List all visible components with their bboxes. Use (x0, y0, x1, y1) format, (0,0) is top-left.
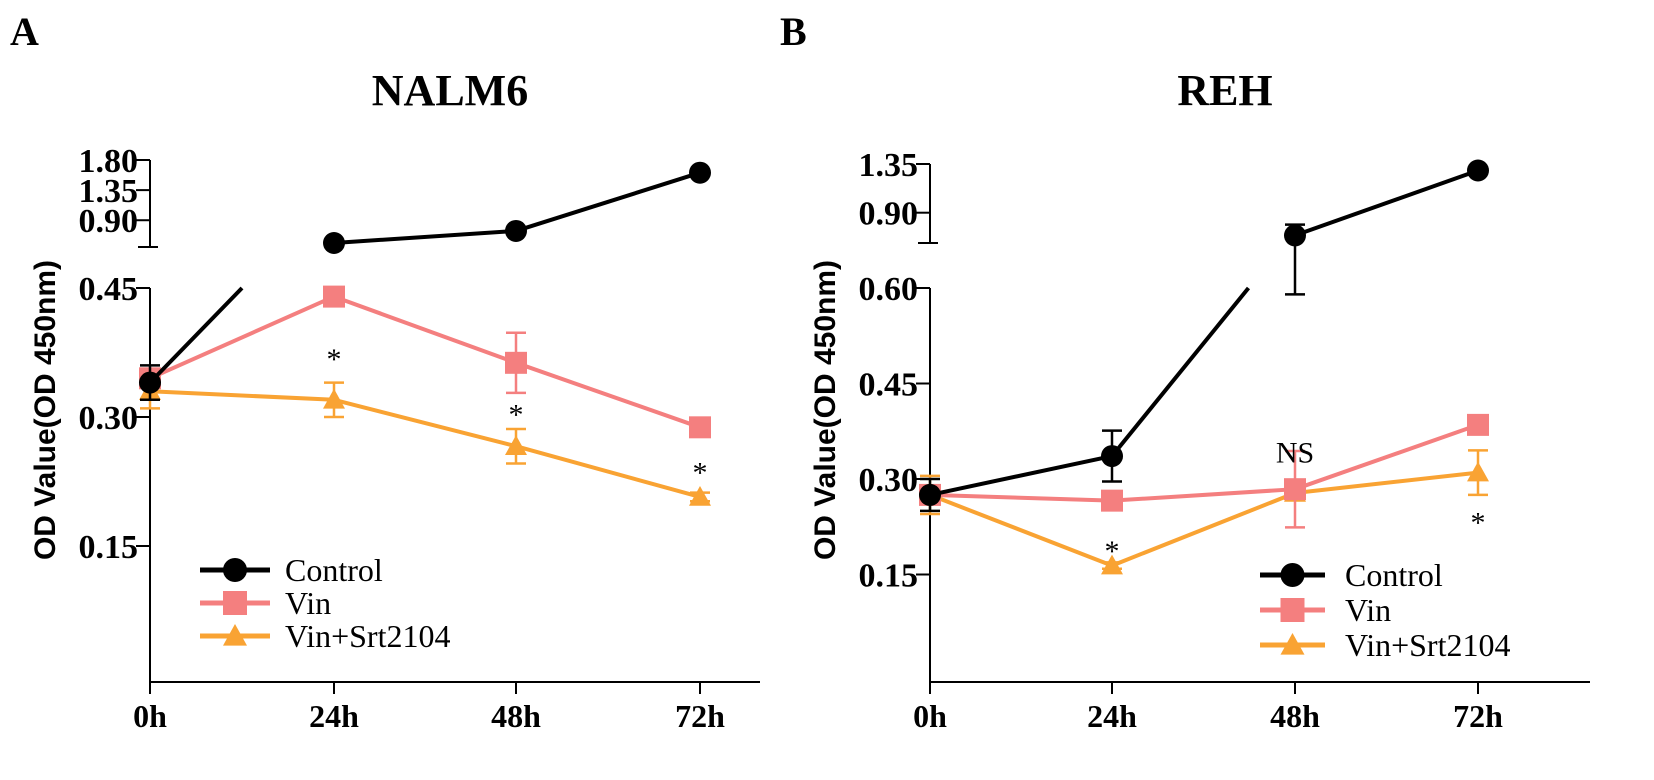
legend-label: Vin (285, 585, 331, 621)
data-point-square (689, 416, 711, 439)
significance-annotation: * (1105, 535, 1120, 568)
series-vin (919, 413, 1489, 529)
series-line (929, 454, 1113, 497)
series-vin (139, 285, 711, 439)
significance-annotation: * (327, 343, 342, 376)
data-point-circle (689, 161, 711, 184)
y-tick-label: 0.30 (859, 462, 919, 499)
legend-marker-circle (223, 558, 247, 582)
chart-title: NALM6 (372, 66, 528, 115)
legend-label: Vin+Srt2104 (285, 618, 450, 654)
series-line (929, 492, 1113, 503)
y-tick-label: 0.45 (79, 271, 139, 308)
x-tick-label: 24h (1087, 698, 1137, 734)
legend-marker-circle (1280, 563, 1305, 587)
y-tick-label: 1.80 (79, 143, 139, 180)
y-tick-label: 0.15 (859, 558, 919, 595)
data-point-circle (919, 483, 941, 506)
series-control (139, 161, 711, 402)
series-line (333, 228, 517, 245)
panel-a: A NALM6 OD Value(OD 450nm) 0.15 0.30 0.45 0.90… (10, 9, 760, 734)
y-tick-label: 0.90 (859, 196, 919, 233)
x-tick-label: 24h (309, 698, 359, 734)
series-line (515, 360, 701, 430)
x-tick-label: 48h (1270, 698, 1320, 734)
x-tick-label: 0h (913, 698, 947, 734)
y-tick-label: 0.90 (79, 203, 139, 240)
data-point-circle (505, 219, 527, 242)
y-tick-label: 1.35 (79, 173, 139, 210)
series-vin-srt2104 (139, 372, 711, 506)
legend-marker-triangle (1280, 633, 1305, 655)
series-control (919, 159, 1489, 513)
significance-annotation: NS (1276, 436, 1314, 469)
x-tick-label: 72h (675, 698, 725, 734)
series-line (1111, 491, 1296, 568)
data-point-square (1467, 413, 1489, 436)
data-point-circle (1101, 445, 1123, 468)
y-tick-label: 0.30 (79, 400, 139, 437)
series-line (149, 389, 335, 402)
data-point-triangle (505, 435, 527, 456)
panel-b: B REH OD Value(OD 450nm) 0.15 0.30 0.45 0.60 0.… (780, 9, 1590, 734)
data-point-square (323, 285, 345, 308)
data-point-triangle (689, 485, 711, 506)
legend-marker-square (223, 591, 247, 615)
x-tick-label: 0h (133, 698, 167, 734)
series-line (515, 444, 701, 499)
significance-annotation: * (509, 399, 524, 432)
series-line (1111, 487, 1296, 503)
series-line (1110, 286, 1251, 458)
data-point-circle (323, 231, 345, 254)
chart-title: REH (1177, 66, 1272, 115)
series-line (515, 170, 701, 233)
legend-marker-triangle (223, 624, 247, 646)
series-line (149, 294, 335, 381)
data-point-square (505, 351, 527, 374)
series-line (333, 397, 517, 449)
y-tick-label: 0.15 (79, 529, 139, 566)
data-point-square (1284, 478, 1306, 501)
y-tick-label: 0.45 (859, 367, 919, 404)
significance-annotation: * (1471, 506, 1486, 539)
y-axis-label: OD Value(OD 450nm) (809, 260, 842, 560)
y-tick-label: 0.60 (859, 271, 919, 308)
data-point-circle (1284, 224, 1306, 247)
panel-label: A (10, 9, 39, 54)
significance-annotation: * (693, 456, 708, 489)
series-line (333, 294, 517, 365)
series-line (929, 493, 1113, 568)
data-point-circle (1467, 159, 1489, 182)
data-point-triangle (1467, 461, 1489, 482)
legend-label: Vin+Srt2104 (1345, 627, 1510, 663)
x-tick-label: 72h (1453, 698, 1503, 734)
legend-label: Control (285, 552, 383, 588)
legend-marker-square (1280, 598, 1305, 622)
series-vin-srt2104 (919, 449, 1489, 575)
series-line (1294, 168, 1479, 238)
panel-label: B (780, 9, 807, 54)
x-tick-label: 48h (491, 698, 541, 734)
series-line (1294, 422, 1479, 492)
data-point-triangle (1101, 554, 1123, 575)
data-point-triangle (323, 388, 345, 409)
legend-label: Control (1345, 557, 1443, 593)
series-line (148, 286, 244, 384)
y-tick-label: 1.35 (859, 147, 919, 184)
series-line (1294, 470, 1479, 495)
data-point-circle (139, 371, 161, 394)
legend-label: Vin (1345, 592, 1391, 628)
y-axis-label: OD Value(OD 450nm) (29, 260, 62, 560)
data-point-square (1101, 489, 1123, 512)
